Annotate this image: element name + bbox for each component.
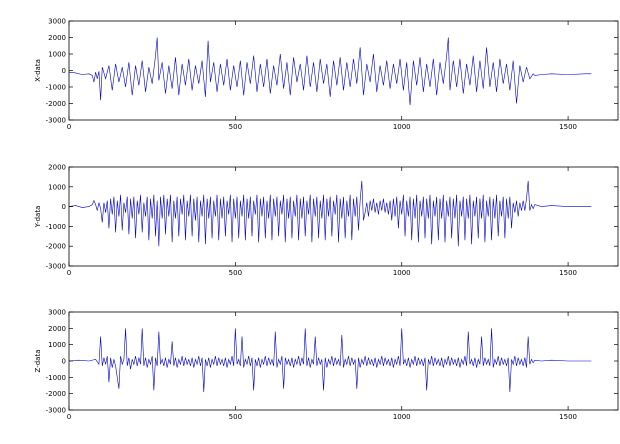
x-tick-label: 0 (67, 269, 71, 277)
y-tick-label: 3000 (48, 18, 66, 26)
y-tick-label: -1000 (46, 374, 66, 382)
y-tick-label: -2000 (46, 243, 66, 251)
y-tick-label: 2000 (48, 164, 66, 172)
y-tick-label: -1000 (46, 84, 66, 92)
y-tick-label: 0 (62, 67, 66, 75)
x-tick-label: 0 (67, 123, 71, 131)
x-tick-label: 500 (229, 413, 242, 421)
x-tick-label: 500 (229, 269, 242, 277)
y-tick-label: 1000 (48, 341, 66, 349)
y-tick-label: 1000 (48, 51, 66, 59)
y-axis-label: X-data (34, 59, 42, 82)
y-tick-label: -3000 (46, 407, 66, 415)
y-axis-label: Z-data (34, 350, 42, 373)
y-tick-label: 0 (62, 203, 66, 211)
x-tick-label: 1000 (393, 269, 411, 277)
y-tick-label: 2000 (48, 325, 66, 333)
y-axis-label: Y-data (34, 206, 42, 229)
x-tick-label: 1000 (393, 123, 411, 131)
subplot-3: 0 500 1000 1500 -3000 -2000 -1000 0 1000 2000 3000… (34, 309, 619, 421)
subplot-2: 0 500 1000 1500 -3000 -2000 -1000 0 1000 2000 Y-da… (34, 164, 619, 277)
y-tick-label: -2000 (46, 390, 66, 398)
series-line-1-1 (68, 37, 592, 106)
y-tick-label: -2000 (46, 100, 66, 108)
y-tick-label: 0 (62, 358, 66, 366)
y-tick-label: -3000 (46, 263, 66, 271)
series-line-2-1 (68, 180, 592, 247)
y-tick-label: 2000 (48, 34, 66, 42)
series-line-3-1 (68, 328, 592, 393)
subplot-1: 0 500 1000 1500 -3000 -2000 -1000 0 1000 2000 3000… (34, 18, 619, 131)
y-tick-label: -3000 (46, 117, 66, 125)
x-tick-label: 0 (67, 413, 71, 421)
x-tick-label: 1500 (559, 413, 577, 421)
y-tick-label: -1000 (46, 223, 66, 231)
plot-frame (68, 166, 619, 267)
y-tick-label: 1000 (48, 183, 66, 191)
x-tick-label: 1500 (559, 269, 577, 277)
y-tick-label: 3000 (48, 309, 66, 317)
x-tick-label: 500 (229, 123, 242, 131)
x-tick-label: 1500 (559, 123, 577, 131)
x-tick-label: 1000 (393, 413, 411, 421)
